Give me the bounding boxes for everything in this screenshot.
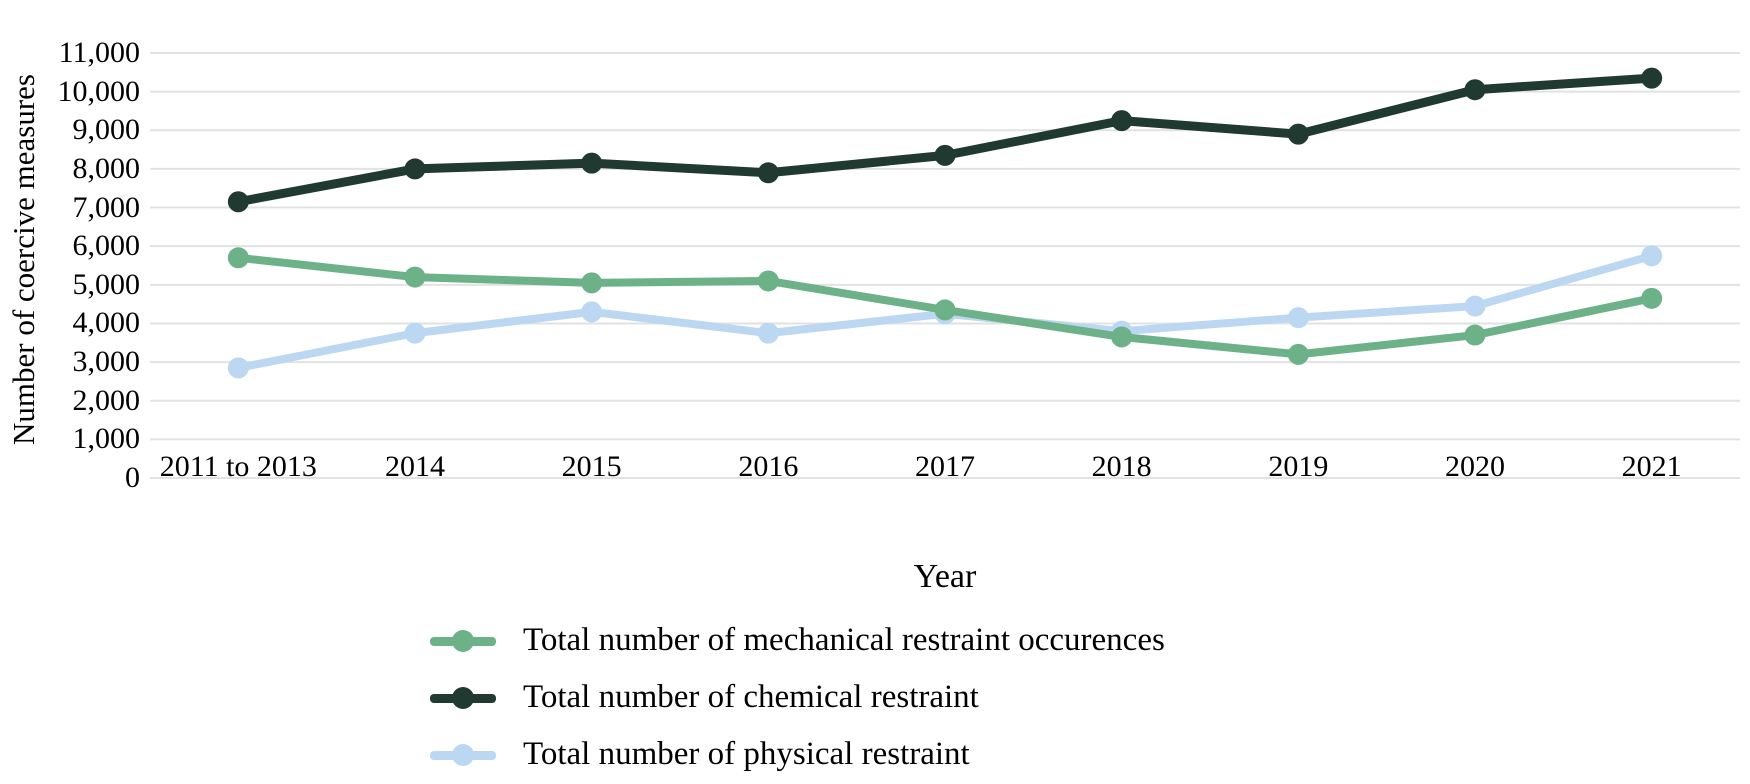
- data-point: [757, 162, 779, 184]
- y-tick-label: 2,000: [72, 383, 141, 417]
- data-point: [1464, 324, 1486, 346]
- x-axis-title: Year: [913, 558, 977, 595]
- x-tick-label: 2011 to 2013: [159, 450, 317, 483]
- legend-item-chemical: Total number of chemical restraint: [430, 669, 1165, 726]
- y-tick-label: 4,000: [72, 306, 141, 340]
- y-tick-label: 1,000: [72, 422, 141, 456]
- y-tick-label: 6,000: [72, 229, 141, 263]
- legend-item-physical: Total number of physical restraint: [430, 726, 1165, 783]
- y-tick-label: 0: [125, 461, 140, 494]
- data-point: [1287, 307, 1309, 329]
- data-point: [227, 247, 249, 269]
- legend-marker-chemical: [430, 686, 496, 709]
- data-point: [1641, 245, 1663, 267]
- data-point: [227, 357, 249, 379]
- legend-dot-icon: [452, 686, 474, 709]
- x-tick-label: 2016: [738, 450, 799, 483]
- data-point: [1287, 123, 1309, 145]
- data-point: [1641, 287, 1663, 309]
- legend-label: Total number of mechanical restraint occ…: [523, 622, 1165, 658]
- series-line-1: [233, 73, 1657, 207]
- data-point: [404, 266, 426, 288]
- y-tick-label: 7,000: [72, 190, 141, 224]
- data-point: [1111, 110, 1133, 132]
- legend-label: Total number of chemical restraint: [523, 679, 979, 715]
- x-tick-label: 2019: [1268, 450, 1329, 483]
- data-point: [1464, 79, 1486, 101]
- data-point: [1641, 67, 1663, 89]
- legend-item-mechanical: Total number of mechanical restraint occ…: [430, 612, 1165, 669]
- legend: Total number of mechanical restraint occ…: [430, 612, 1165, 783]
- data-point: [581, 272, 603, 294]
- data-point: [581, 152, 603, 174]
- data-point: [1287, 343, 1309, 365]
- y-tick-label: 10,000: [57, 74, 141, 108]
- y-tick-label: 3,000: [72, 345, 141, 379]
- data-point: [227, 191, 249, 213]
- x-tick-label: 2018: [1091, 450, 1152, 483]
- legend-marker-physical: [430, 743, 496, 766]
- y-tick-label: 9,000: [72, 113, 141, 147]
- legend-dot-icon: [452, 743, 474, 766]
- y-tick-label: 11,000: [58, 36, 140, 69]
- chart-svg: [150, 52, 1740, 479]
- data-point: [757, 270, 779, 292]
- data-point: [934, 144, 956, 166]
- x-tick-label: 2014: [385, 450, 445, 483]
- data-point: [757, 322, 779, 344]
- data-point: [581, 301, 603, 323]
- data-point: [404, 322, 426, 344]
- legend-dot-icon: [452, 629, 474, 652]
- y-tick-label: 5,000: [72, 267, 141, 301]
- data-point: [934, 299, 956, 321]
- data-point: [1111, 326, 1133, 348]
- y-tick-label: 8,000: [72, 151, 141, 185]
- legend-label: Total number of physical restraint: [523, 736, 970, 772]
- data-point: [404, 158, 426, 180]
- x-tick-label: 2015: [561, 450, 622, 483]
- x-tick-label: 2017: [915, 450, 975, 483]
- x-tick-label: 2020: [1445, 450, 1505, 483]
- x-tick-label: 2021: [1621, 450, 1682, 483]
- legend-marker-mechanical: [430, 629, 496, 652]
- data-point: [1464, 295, 1486, 317]
